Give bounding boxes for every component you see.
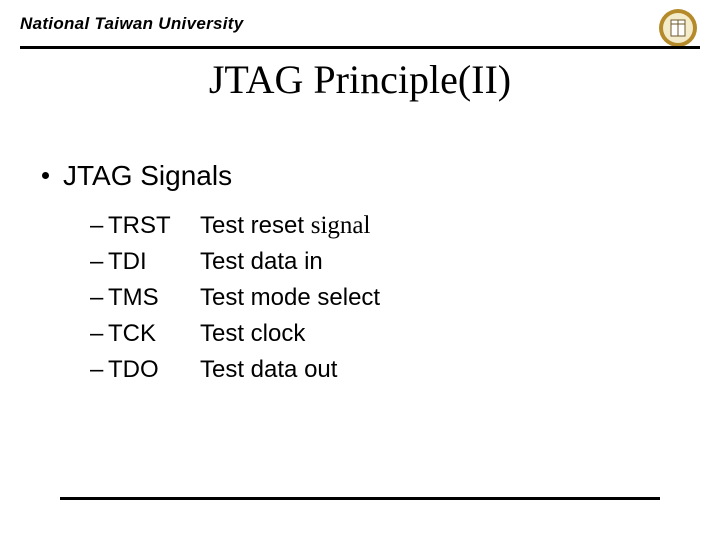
bullet-icon bbox=[42, 172, 49, 179]
signal-name: TMS bbox=[108, 284, 200, 312]
dash-icon: – bbox=[90, 284, 108, 312]
section-heading: JTAG Signals bbox=[42, 160, 232, 192]
signal-name: TDO bbox=[108, 356, 200, 384]
signal-desc: Test data in bbox=[200, 248, 323, 276]
list-item: – TRST Test reset signal bbox=[90, 212, 380, 240]
university-name: National Taiwan University bbox=[20, 14, 244, 34]
signal-desc: Test data out bbox=[200, 356, 337, 384]
dash-icon: – bbox=[90, 356, 108, 384]
dash-icon: – bbox=[90, 212, 108, 240]
signal-name: TRST bbox=[108, 212, 200, 240]
slide-title: JTAG Principle(II) bbox=[0, 56, 720, 103]
list-item: – TMS Test mode select bbox=[90, 284, 380, 312]
list-item: – TCK Test clock bbox=[90, 320, 380, 348]
signal-desc: Test reset signal bbox=[200, 212, 370, 240]
bottom-divider bbox=[60, 497, 660, 500]
signal-name: TCK bbox=[108, 320, 200, 348]
signal-desc: Test clock bbox=[200, 320, 305, 348]
list-item: – TDO Test data out bbox=[90, 356, 380, 384]
signal-list: – TRST Test reset signal – TDI Test data… bbox=[90, 212, 380, 392]
section-heading-text: JTAG Signals bbox=[63, 160, 232, 191]
header: National Taiwan University bbox=[0, 14, 720, 50]
top-divider bbox=[20, 46, 700, 49]
list-item: – TDI Test data in bbox=[90, 248, 380, 276]
dash-icon: – bbox=[90, 248, 108, 276]
signal-desc: Test mode select bbox=[200, 284, 380, 312]
signal-desc-sans: Test reset bbox=[200, 212, 311, 239]
signal-name: TDI bbox=[108, 248, 200, 276]
dash-icon: – bbox=[90, 320, 108, 348]
signal-desc-serif: signal bbox=[311, 212, 371, 239]
slide: National Taiwan University JTAG Principl… bbox=[0, 0, 720, 540]
